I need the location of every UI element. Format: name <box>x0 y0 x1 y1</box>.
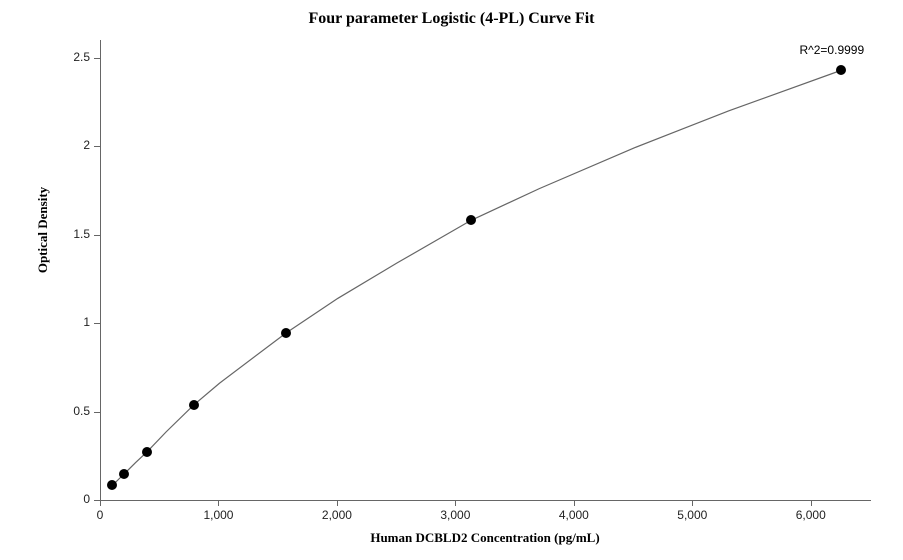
x-tick <box>218 500 219 506</box>
fit-curve <box>112 70 841 485</box>
x-tick <box>811 500 812 506</box>
y-tick-label: 2.5 <box>73 50 90 64</box>
x-tick-label: 1,000 <box>193 508 243 522</box>
x-tick-label: 4,000 <box>549 508 599 522</box>
x-tick <box>100 500 101 506</box>
y-tick-label: 2 <box>83 138 90 152</box>
y-tick-label: 0.5 <box>73 404 90 418</box>
y-tick-label: 1 <box>83 315 90 329</box>
data-point <box>281 328 291 338</box>
x-tick-label: 0 <box>75 508 125 522</box>
data-point <box>466 215 476 225</box>
x-tick <box>455 500 456 506</box>
x-tick <box>692 500 693 506</box>
x-tick-label: 2,000 <box>312 508 362 522</box>
data-point <box>119 469 129 479</box>
plot-area <box>100 40 871 501</box>
y-axis-title: Optical Density <box>35 130 51 330</box>
y-tick <box>94 58 100 59</box>
x-tick-label: 6,000 <box>786 508 836 522</box>
y-tick <box>94 235 100 236</box>
x-tick-label: 3,000 <box>430 508 480 522</box>
curve-line <box>101 40 871 500</box>
y-tick <box>94 412 100 413</box>
data-point <box>142 447 152 457</box>
y-tick-label: 0 <box>83 492 90 506</box>
data-point <box>836 65 846 75</box>
y-tick <box>94 323 100 324</box>
chart-container: Four parameter Logistic (4-PL) Curve Fit… <box>0 0 903 560</box>
x-axis-title: Human DCBLD2 Concentration (pg/mL) <box>100 530 870 546</box>
x-tick <box>337 500 338 506</box>
data-point <box>107 480 117 490</box>
r-squared-annotation: R^2=0.9999 <box>799 43 864 57</box>
x-tick <box>574 500 575 506</box>
chart-title: Four parameter Logistic (4-PL) Curve Fit <box>0 10 903 28</box>
x-tick-label: 5,000 <box>667 508 717 522</box>
data-point <box>189 400 199 410</box>
y-tick-label: 1.5 <box>73 227 90 241</box>
y-tick <box>94 146 100 147</box>
